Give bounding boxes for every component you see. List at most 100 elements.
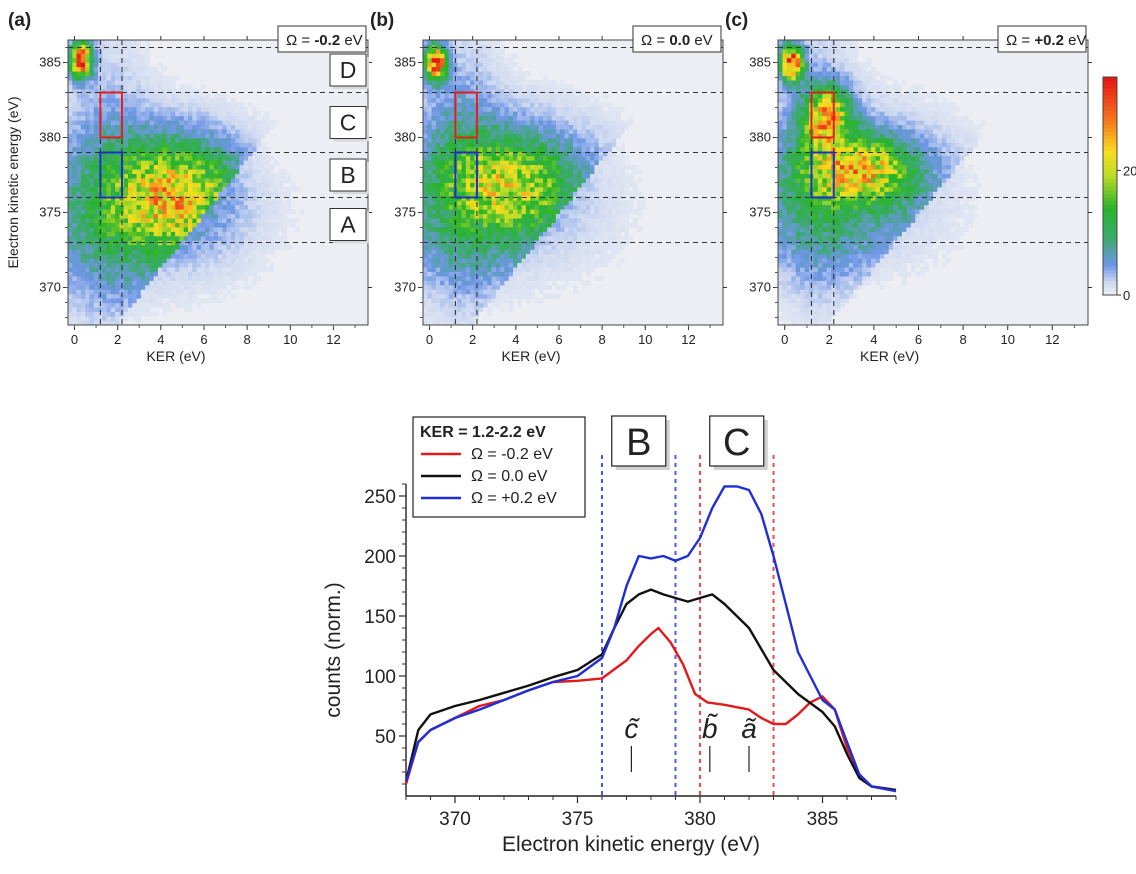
heatmap-cell xyxy=(552,236,557,241)
heatmap-cell xyxy=(137,49,142,54)
heatmap-cell xyxy=(231,120,236,125)
heatmap-cell xyxy=(209,147,214,152)
heatmap-cell xyxy=(188,156,193,161)
heatmap-cell xyxy=(77,85,82,90)
heatmap-cell xyxy=(201,285,206,290)
heatmap-cell xyxy=(586,178,591,183)
heatmap-cell xyxy=(235,116,240,121)
heatmap-cell xyxy=(522,258,527,263)
heatmap-cell xyxy=(85,147,90,152)
heatmap-cell xyxy=(188,116,193,121)
heatmap-cell xyxy=(462,285,467,290)
heatmap-cell xyxy=(85,205,90,210)
heatmap-cell xyxy=(440,58,445,63)
heatmap-cell xyxy=(85,280,90,285)
heatmap-cell xyxy=(244,254,249,259)
heatmap-cell xyxy=(432,89,437,94)
heatmap-cell xyxy=(427,254,432,259)
heatmap-cell xyxy=(487,53,492,58)
heatmap-cell xyxy=(68,218,73,223)
heatmap-cell xyxy=(534,160,539,165)
heatmap-cell xyxy=(72,160,77,165)
heatmap-cell xyxy=(522,218,527,223)
heatmap-cell xyxy=(132,138,137,143)
heatmap-cell xyxy=(201,183,206,188)
heatmap-cell xyxy=(603,200,608,205)
heatmap-cell xyxy=(586,236,591,241)
heatmap-cell xyxy=(184,254,189,259)
heatmap-cell xyxy=(607,236,612,241)
heatmap-cell xyxy=(68,245,73,250)
heatmap-cell xyxy=(162,187,167,192)
heatmap-cell xyxy=(124,138,129,143)
heatmap-cell xyxy=(137,258,142,263)
heatmap-cell xyxy=(209,134,214,139)
heatmap-cell xyxy=(569,98,574,103)
heatmap-cell xyxy=(197,200,202,205)
heatmap-cell xyxy=(102,147,107,152)
heatmap-cell xyxy=(227,254,232,259)
heatmap-cell xyxy=(72,174,77,179)
heatmap-cell xyxy=(440,67,445,72)
heatmap-cell xyxy=(470,93,475,98)
heatmap-cell xyxy=(509,71,514,76)
heatmap-cell xyxy=(85,40,90,45)
heatmap-cell xyxy=(466,298,471,303)
heatmap-cell xyxy=(205,169,210,174)
heatmap-cell xyxy=(603,138,608,143)
heatmap-cell xyxy=(479,76,484,81)
heatmap-cell xyxy=(132,285,137,290)
heatmap-cell xyxy=(209,263,214,268)
heatmap-cell xyxy=(462,142,467,147)
heatmap-cell xyxy=(599,227,604,232)
heatmap-cell xyxy=(479,280,484,285)
heatmap-cell xyxy=(239,165,244,170)
heatmap-cell xyxy=(573,98,578,103)
heatmap-cell xyxy=(145,40,150,45)
heatmap-cell xyxy=(462,258,467,263)
heatmap-cell xyxy=(201,249,206,254)
heatmap-cell xyxy=(423,272,428,277)
heatmap-cell xyxy=(573,120,578,125)
heatmap-cell xyxy=(564,142,569,147)
heatmap-cell xyxy=(72,187,77,192)
heatmap-cell xyxy=(513,134,518,139)
heatmap-cell xyxy=(248,285,253,290)
heatmap-cell xyxy=(436,209,441,214)
heatmap-cell xyxy=(552,227,557,232)
heatmap-cell xyxy=(257,209,262,214)
heatmap-cell xyxy=(470,160,475,165)
heatmap-cell xyxy=(188,102,193,107)
heatmap-cell xyxy=(466,53,471,58)
heatmap-cell xyxy=(162,160,167,165)
heatmap-cell xyxy=(509,53,514,58)
heatmap-cell xyxy=(257,258,262,263)
heatmap-cell xyxy=(552,120,557,125)
heatmap-cell xyxy=(440,263,445,268)
heatmap-cell xyxy=(483,303,488,308)
heatmap-cell xyxy=(235,125,240,130)
heatmap-cell xyxy=(269,223,274,228)
heatmap-cell xyxy=(594,249,599,254)
heatmap-cell xyxy=(68,205,73,210)
heatmap-cell xyxy=(295,227,300,232)
heatmap-cell xyxy=(239,102,244,107)
heatmap-cell xyxy=(603,160,608,165)
heatmap-cell xyxy=(184,258,189,263)
heatmap-cell xyxy=(526,249,531,254)
heatmap-cell xyxy=(530,183,535,188)
heatmap-cell xyxy=(261,205,266,210)
heatmap-cell xyxy=(556,209,561,214)
heatmap-cell xyxy=(509,258,514,263)
heatmap-cell xyxy=(184,218,189,223)
heatmap-cell xyxy=(432,71,437,76)
heatmap-cell xyxy=(534,178,539,183)
heatmap-cell xyxy=(85,67,90,72)
heatmap-cell xyxy=(603,258,608,263)
heatmap-cell xyxy=(526,191,531,196)
heatmap-cell xyxy=(440,272,445,277)
heatmap-cell xyxy=(543,156,548,161)
heatmap-cell xyxy=(517,263,522,268)
heatmap-cell xyxy=(590,138,595,143)
heatmap-cell xyxy=(487,289,492,294)
